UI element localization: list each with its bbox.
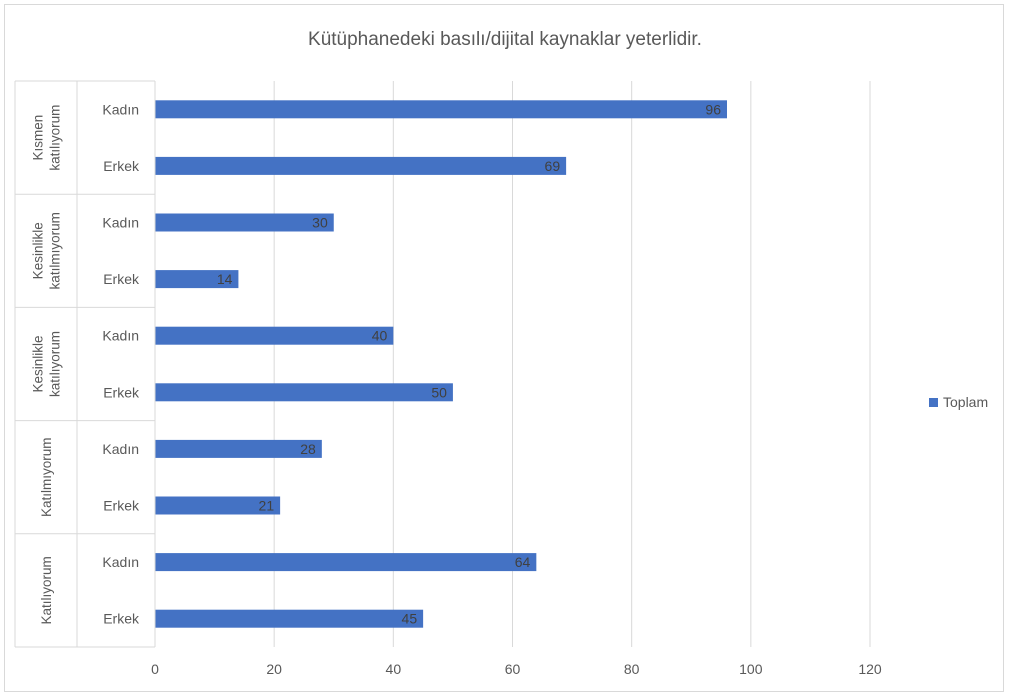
group-label-line: katılıyorum [48, 331, 63, 397]
chart-frame: Kütüphanedeki basılı/dijital kaynaklar y… [4, 4, 1004, 692]
category-label: Kadın [102, 554, 139, 570]
x-tick-label: 100 [739, 661, 763, 677]
x-tick-label: 0 [151, 661, 159, 677]
group-label-line: katılmıyorum [47, 212, 62, 289]
data-label: 64 [515, 554, 531, 570]
group-label-line: Katılmıyorum [39, 437, 54, 517]
category-label: Kadın [102, 215, 139, 231]
data-label: 21 [259, 498, 275, 514]
legend-swatch-toplam [929, 398, 938, 407]
group-label: Katılıyorum [39, 556, 54, 624]
category-label: Kadın [102, 101, 139, 117]
chart-title: Kütüphanedeki basılı/dijital kaynaklar y… [308, 29, 702, 50]
bar [155, 609, 424, 628]
group-label-line: Kesinlikle [31, 222, 46, 279]
category-label: Erkek [103, 158, 140, 174]
category-label: Erkek [103, 271, 140, 287]
x-tick-label: 40 [386, 661, 402, 677]
group-label-line: Katılıyorum [39, 556, 54, 624]
group-label-line: katılıyorum [48, 105, 63, 171]
category-label: Erkek [103, 384, 140, 400]
data-label: 14 [217, 271, 233, 287]
group-label: Katılmıyorum [39, 437, 54, 517]
legend: Toplam [929, 394, 988, 410]
bar [155, 383, 453, 402]
group-label: Kesinlikle katılıyorum [31, 331, 63, 397]
data-label: 40 [372, 328, 388, 344]
group-label: Kısmen katılıyorum [31, 105, 63, 171]
labels-layer: 96 69 30 14 40 50 28 21 64 45 [217, 101, 721, 626]
data-label: 69 [545, 158, 561, 174]
bar [155, 270, 239, 289]
x-tick-label: 60 [505, 661, 521, 677]
group-label-line: Kısmen [31, 115, 46, 161]
x-tick-label: 80 [624, 661, 640, 677]
data-label: 45 [402, 611, 418, 627]
bar [155, 496, 281, 515]
bar [155, 156, 567, 175]
bar [155, 100, 727, 119]
bar [155, 326, 394, 345]
x-tick-label: 20 [266, 661, 282, 677]
bar [155, 553, 537, 572]
data-label: 28 [300, 441, 316, 457]
category-label: Kadın [102, 441, 139, 457]
grid-layer [154, 81, 871, 647]
category-label: Kadın [102, 328, 139, 344]
data-label: 96 [705, 101, 721, 117]
group-label: Kesinlikle katılmıyorum [31, 212, 63, 289]
group-label-line: Kesinlikle [31, 335, 46, 392]
bars-layer [155, 100, 727, 628]
x-tick-label: 120 [858, 661, 882, 677]
chart-svg: Kütüphanedeki basılı/dijital kaynaklar y… [14, 29, 988, 677]
bar [155, 213, 334, 232]
data-label: 30 [312, 215, 328, 231]
legend-label-toplam: Toplam [943, 394, 988, 410]
bar [155, 439, 322, 458]
data-label: 50 [431, 384, 447, 400]
category-label: Erkek [103, 611, 140, 627]
category-label: Erkek [103, 498, 140, 514]
